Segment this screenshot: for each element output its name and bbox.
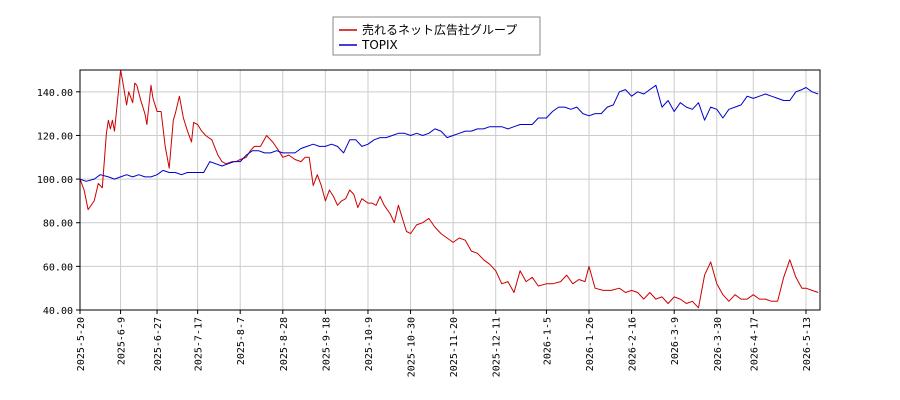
x-tick-label: 2025-5-20 [76,317,87,371]
series-line-0 [79,69,819,309]
series-lines [79,69,819,309]
x-tick-label: 2026-4-17 [749,317,760,371]
y-tick-label: 60.00 [43,262,73,273]
y-tick-label: 120.00 [37,131,73,142]
x-tick-label: 2026-3-30 [713,317,724,371]
x-tick-label: 2025-6-27 [153,317,164,371]
y-axis: 40.00 60.00 80.00 100.00 120.00 140.00 [37,88,80,317]
x-tick-label: 2025-10-30 [407,317,418,377]
y-tick-label: 80.00 [43,219,73,230]
x-tick-label: 2025-8-28 [279,317,290,371]
x-tick-label: 2025-8-7 [236,317,247,365]
legend-box [332,16,541,56]
legend-label-series-1: TOPIX [361,38,398,52]
x-tick-label: 2026-1-5 [542,317,553,365]
y-tick-label: 100.00 [37,175,73,186]
legend: 売れるネット広告社グループ TOPIX [332,16,541,56]
grid [79,70,820,311]
x-tick-label: 2025-9-18 [321,317,332,371]
x-tick-label: 2026-3-9 [670,317,681,365]
x-tick-label: 2025-6-9 [117,317,128,365]
x-tick-label: 2025-12-11 [492,317,503,377]
x-tick-label: 2025-10-9 [364,317,375,371]
legend-label-series-0: 売れるネット広告社グループ [362,22,517,37]
x-tick-label: 2025-11-20 [449,317,460,377]
x-axis: 2025-5-20 2025-6-9 2025-6-27 2025-7-17 2025-… [76,310,813,377]
y-tick-label: 40.00 [43,306,73,317]
x-tick-label: 2026-1-26 [585,317,596,371]
x-tick-label: 2026-5-13 [802,317,813,371]
series-line-1 [79,84,819,182]
plot-frame [79,69,821,311]
x-tick-label: 2026-2-16 [628,317,639,371]
x-tick-label: 2025-7-17 [194,317,205,371]
y-tick-label: 140.00 [37,88,73,99]
